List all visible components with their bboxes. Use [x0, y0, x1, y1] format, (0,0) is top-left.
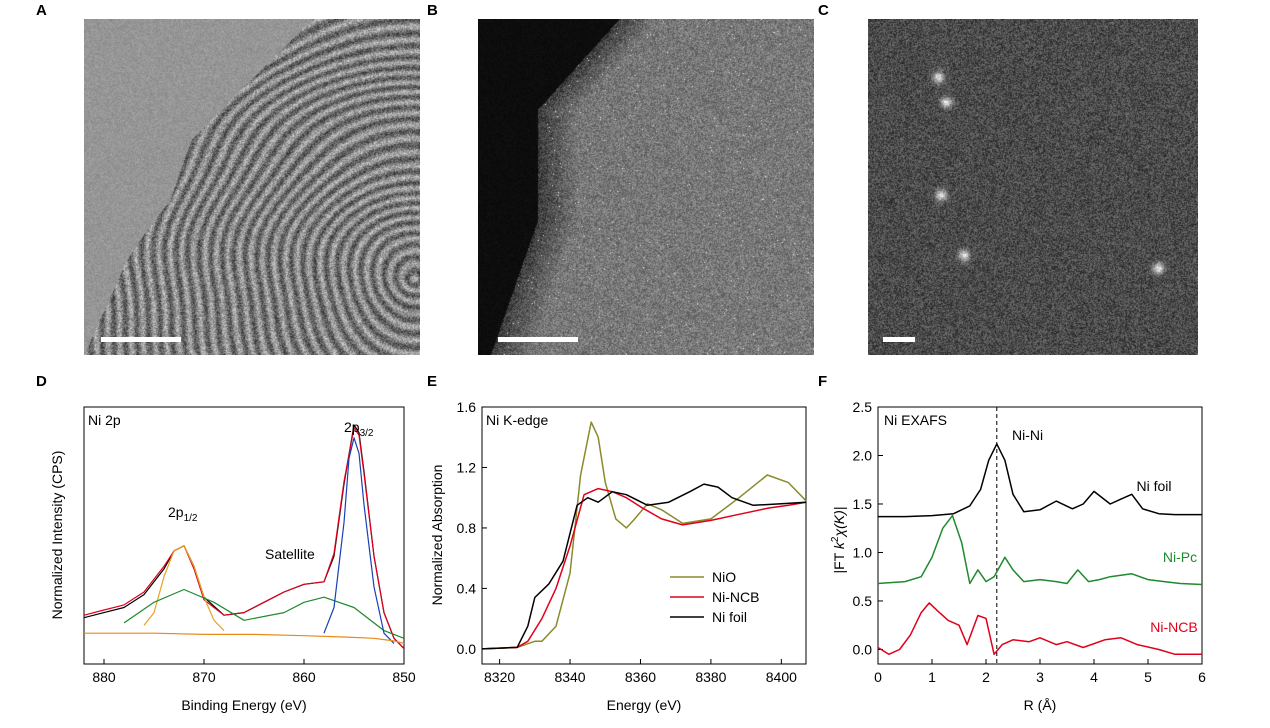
x-tick-label: 880 [92, 669, 116, 685]
corner-label-e: Ni K-edge [486, 412, 548, 428]
y-tick-label: 2.5 [853, 399, 873, 415]
xanes-chart-e: 8320 8340 8360 8380 8400 0.0 0.4 0.8 1.2 1.6 Ni K… [429, 399, 807, 713]
x-tick-label: 8400 [766, 669, 797, 685]
series-line-ni-ncb [877, 602, 1202, 656]
series-line-envelope [83, 426, 405, 650]
y-tick-label: 1.5 [853, 496, 873, 512]
series-label-ni-pc: Ni-Pc [1163, 549, 1197, 565]
x-tick-label: 3 [1036, 669, 1044, 685]
haadf-image-panel-b [478, 19, 814, 355]
panel-label-b: B [427, 2, 438, 19]
x-tick-label: 0 [874, 669, 882, 685]
peak-label-2p32: 2p3/2 [344, 419, 374, 439]
x-tick-label: 8340 [554, 669, 585, 685]
x-tick-label: 8360 [625, 669, 656, 685]
x-axis-label-d: Binding Energy (eV) [181, 697, 306, 713]
x-tick-label: 870 [192, 669, 216, 685]
haadf-image-panel-c [868, 19, 1198, 355]
legend-e: NiO Ni-NCB Ni foil [670, 569, 759, 625]
legend-label: Ni-NCB [712, 589, 759, 605]
series-line-nio [481, 421, 807, 650]
nini-label: Ni-Ni [1012, 427, 1043, 443]
y-tick-label: 0.0 [853, 641, 873, 657]
corner-label-f: Ni EXAFS [884, 412, 947, 428]
y-axis-label-d: Normalized Intensity (CPS) [49, 451, 65, 620]
scale-bar-a [101, 337, 181, 342]
series-label-ni-ncb: Ni-NCB [1150, 619, 1197, 635]
y-tick-label: 1.2 [457, 459, 477, 475]
plot-frame-d [83, 406, 405, 665]
panel-label-c: C [818, 2, 829, 19]
corner-label-d: Ni 2p [88, 412, 121, 428]
x-tick-label: 860 [292, 669, 316, 685]
series-line-2p3-2-component [323, 437, 395, 644]
exafs-chart-f: 0 1 2 3 4 5 6 0.0 0.5 1.0 1.5 2.0 2.5 Ni EXAFS Ni-Ni… [830, 399, 1206, 713]
x-axis-label-e: Energy (eV) [607, 697, 682, 713]
y-tick-label: 1.6 [457, 399, 477, 415]
x-axis-label-f: R (Å) [1024, 697, 1057, 713]
x-tick-label: 5 [1144, 669, 1152, 685]
legend-label: NiO [712, 569, 736, 585]
panel-label-d: D [36, 373, 47, 390]
panel-label-f: F [818, 373, 828, 390]
series-line-satellite-component [123, 588, 405, 639]
y-tick-label: 1.0 [853, 544, 873, 560]
tem-image-panel-a [84, 19, 420, 355]
panel-label-e: E [427, 373, 438, 390]
x-tick-label: 2 [982, 669, 990, 685]
panel-label-a: A [36, 2, 47, 19]
series-line-background [84, 632, 405, 644]
y-tick-label: 0.4 [457, 580, 477, 596]
series-line-ni-ncb [481, 487, 807, 650]
y-axis-label-f: |FT k2χ(K)| [830, 507, 847, 574]
series-line-ni-pc [877, 514, 1203, 586]
series-line-raw [83, 424, 405, 650]
x-tick-label: 1 [928, 669, 936, 685]
y-tick-label: 0.8 [457, 520, 477, 536]
scale-bar-c [883, 337, 915, 342]
x-tick-label: 4 [1090, 669, 1098, 685]
x-tick-label: 8380 [695, 669, 726, 685]
series-line-ni-foil [878, 443, 1202, 518]
x-tick-label: 8320 [484, 669, 515, 685]
plot-frame-e [481, 406, 807, 665]
peak-label-satellite: Satellite [265, 546, 315, 562]
y-tick-label: 0.5 [853, 593, 873, 609]
series-label-ni-foil: Ni foil [1136, 478, 1171, 494]
y-axis-label-e: Normalized Absorption [429, 465, 445, 606]
x-tick-label: 850 [392, 669, 416, 685]
scale-bar-b [498, 337, 578, 342]
y-tick-label: 2.0 [853, 447, 873, 463]
y-tick-label: 0.0 [457, 641, 477, 657]
peak-label-2p12: 2p1/2 [168, 504, 198, 524]
series-line-ni-foil [481, 483, 807, 650]
xps-chart-d: 880 870 860 850 Ni 2p 2p1/2 Satellite 2p3/2… [49, 406, 416, 713]
x-tick-label: 6 [1198, 669, 1206, 685]
series-line-2p1-2-component [143, 545, 225, 632]
legend-label: Ni foil [712, 609, 747, 625]
